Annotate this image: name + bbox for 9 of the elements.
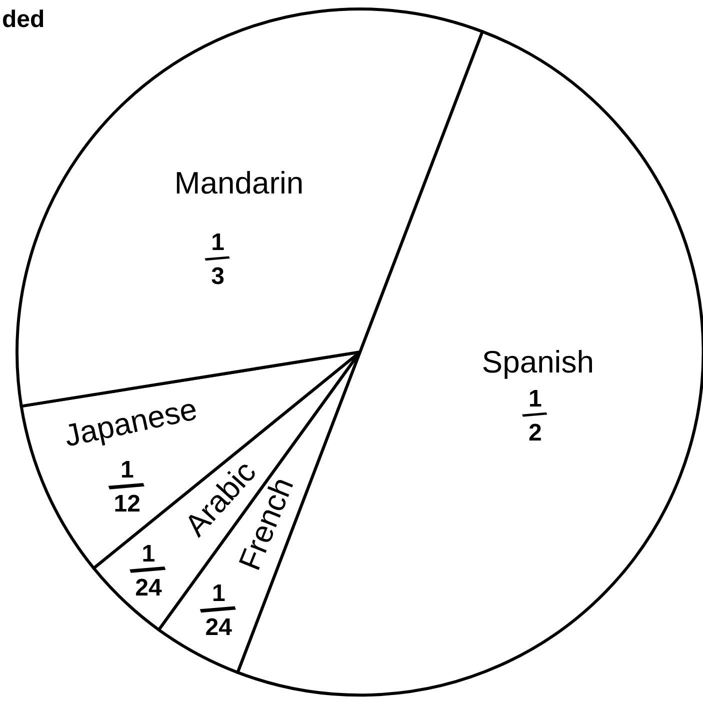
data-label: 1/3 bbox=[198, 229, 236, 290]
data-label: 1/24 bbox=[190, 580, 244, 641]
slice-label: Japanese bbox=[61, 391, 200, 454]
data-label: 1/12 bbox=[99, 456, 153, 518]
data-label: 1/24 bbox=[120, 540, 174, 602]
slice-label: Mandarin bbox=[174, 166, 304, 201]
slice-label: Spanish bbox=[482, 344, 594, 380]
data-label: 1/2 bbox=[516, 385, 553, 446]
chart-title: ded bbox=[2, 6, 45, 33]
